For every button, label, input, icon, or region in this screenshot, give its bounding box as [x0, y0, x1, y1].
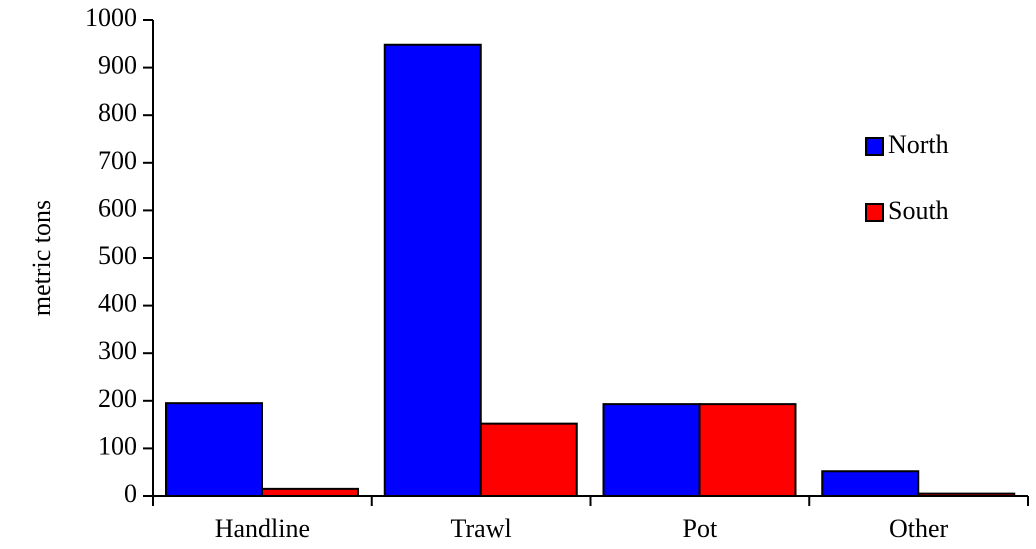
legend-swatch-north: [865, 137, 884, 156]
y-tick-label: 400: [98, 289, 137, 318]
legend-label-north: North: [888, 130, 949, 159]
y-tick-label: 100: [98, 431, 137, 460]
bar-south-handline: [261, 487, 359, 497]
x-tick-label-handline: Handline: [215, 514, 310, 543]
bar-south-pot: [698, 403, 797, 497]
y-tick-label: 200: [98, 384, 137, 413]
bar-north-pot: [602, 403, 701, 497]
legend-swatch-south: [865, 203, 884, 222]
y-tick-label: 800: [98, 98, 137, 127]
legend-label-south: South: [888, 196, 949, 225]
bars-layer: [165, 43, 1016, 498]
x-tick-label-other: Other: [889, 514, 949, 543]
y-axis-title: metric tons: [27, 200, 56, 316]
y-tick-label: 900: [98, 51, 137, 80]
bar-south-trawl: [479, 422, 578, 498]
bar-north-trawl: [383, 43, 482, 497]
y-tick-label: 0: [124, 479, 137, 508]
y-tick-label: 700: [98, 146, 137, 175]
y-tick-label: 1000: [85, 3, 137, 32]
y-tick-label: 500: [98, 241, 137, 270]
y-tick-label: 600: [98, 193, 137, 222]
bar-north-handline: [165, 402, 263, 497]
x-tick-label-pot: Pot: [683, 514, 718, 543]
bar-north-other: [821, 470, 920, 497]
x-tick-label-trawl: Trawl: [451, 514, 512, 543]
y-tick-label: 300: [98, 336, 137, 365]
axes-layer: 0 100 200 300 400 500 600 700 800 900 1000 Handline…: [85, 3, 1029, 543]
legend: North South: [865, 130, 949, 225]
